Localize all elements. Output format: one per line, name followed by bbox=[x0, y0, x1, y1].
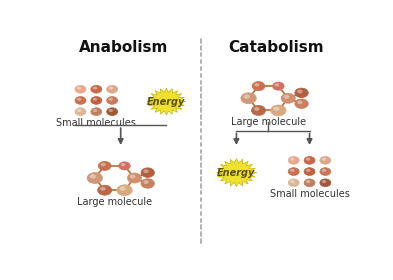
Text: Energy: Energy bbox=[147, 97, 185, 106]
Circle shape bbox=[295, 99, 308, 108]
Circle shape bbox=[91, 108, 102, 116]
Text: Large molecule: Large molecule bbox=[231, 117, 306, 127]
Circle shape bbox=[244, 94, 250, 99]
Circle shape bbox=[304, 179, 315, 187]
Circle shape bbox=[290, 169, 294, 172]
Circle shape bbox=[108, 87, 113, 90]
Circle shape bbox=[107, 85, 118, 93]
Circle shape bbox=[284, 95, 289, 99]
Circle shape bbox=[306, 180, 310, 183]
Circle shape bbox=[297, 90, 303, 93]
Circle shape bbox=[90, 174, 96, 179]
Circle shape bbox=[322, 158, 326, 161]
Circle shape bbox=[290, 180, 294, 183]
Circle shape bbox=[320, 179, 331, 187]
Circle shape bbox=[141, 179, 154, 188]
Circle shape bbox=[288, 179, 299, 187]
Circle shape bbox=[281, 93, 295, 103]
Text: Small molecules: Small molecules bbox=[270, 189, 349, 199]
Circle shape bbox=[107, 97, 118, 104]
Circle shape bbox=[77, 98, 81, 101]
Circle shape bbox=[141, 168, 154, 177]
Circle shape bbox=[75, 97, 86, 104]
Circle shape bbox=[306, 158, 310, 161]
Circle shape bbox=[107, 108, 118, 116]
Circle shape bbox=[77, 87, 81, 90]
Circle shape bbox=[320, 168, 331, 176]
Circle shape bbox=[254, 107, 259, 111]
Circle shape bbox=[295, 88, 308, 98]
Circle shape bbox=[304, 157, 315, 164]
Circle shape bbox=[254, 83, 259, 87]
Circle shape bbox=[304, 168, 315, 176]
Circle shape bbox=[75, 85, 86, 93]
Circle shape bbox=[77, 109, 81, 112]
Circle shape bbox=[241, 93, 256, 104]
Text: Large molecule: Large molecule bbox=[77, 197, 152, 207]
Text: Anabolism: Anabolism bbox=[79, 40, 169, 55]
Polygon shape bbox=[147, 88, 185, 115]
Circle shape bbox=[306, 169, 310, 172]
Circle shape bbox=[119, 186, 126, 191]
Polygon shape bbox=[217, 159, 256, 187]
Circle shape bbox=[130, 174, 136, 179]
Text: Energy: Energy bbox=[217, 168, 255, 178]
Text: Small molecules: Small molecules bbox=[57, 118, 136, 128]
Circle shape bbox=[143, 180, 149, 184]
Circle shape bbox=[252, 81, 265, 91]
Circle shape bbox=[275, 83, 279, 87]
Circle shape bbox=[271, 105, 286, 116]
Circle shape bbox=[297, 101, 303, 104]
Circle shape bbox=[87, 172, 103, 183]
Circle shape bbox=[322, 169, 326, 172]
Text: Catabolism: Catabolism bbox=[228, 40, 324, 55]
Circle shape bbox=[97, 185, 112, 195]
Circle shape bbox=[127, 173, 141, 183]
Circle shape bbox=[288, 168, 299, 176]
Circle shape bbox=[119, 162, 130, 170]
Circle shape bbox=[93, 109, 97, 112]
Circle shape bbox=[91, 97, 102, 104]
Circle shape bbox=[98, 161, 111, 171]
Circle shape bbox=[91, 85, 102, 93]
Circle shape bbox=[252, 106, 266, 115]
Circle shape bbox=[274, 107, 279, 111]
Circle shape bbox=[290, 158, 294, 161]
Circle shape bbox=[75, 108, 86, 116]
Circle shape bbox=[100, 187, 106, 191]
Circle shape bbox=[143, 169, 149, 173]
Circle shape bbox=[322, 180, 326, 183]
Circle shape bbox=[320, 157, 331, 164]
Circle shape bbox=[117, 185, 132, 196]
Circle shape bbox=[273, 82, 284, 90]
Circle shape bbox=[93, 98, 97, 101]
Circle shape bbox=[121, 163, 125, 166]
Circle shape bbox=[108, 109, 113, 112]
Circle shape bbox=[93, 87, 97, 90]
Circle shape bbox=[288, 157, 299, 164]
Circle shape bbox=[108, 98, 113, 101]
Circle shape bbox=[101, 163, 106, 166]
